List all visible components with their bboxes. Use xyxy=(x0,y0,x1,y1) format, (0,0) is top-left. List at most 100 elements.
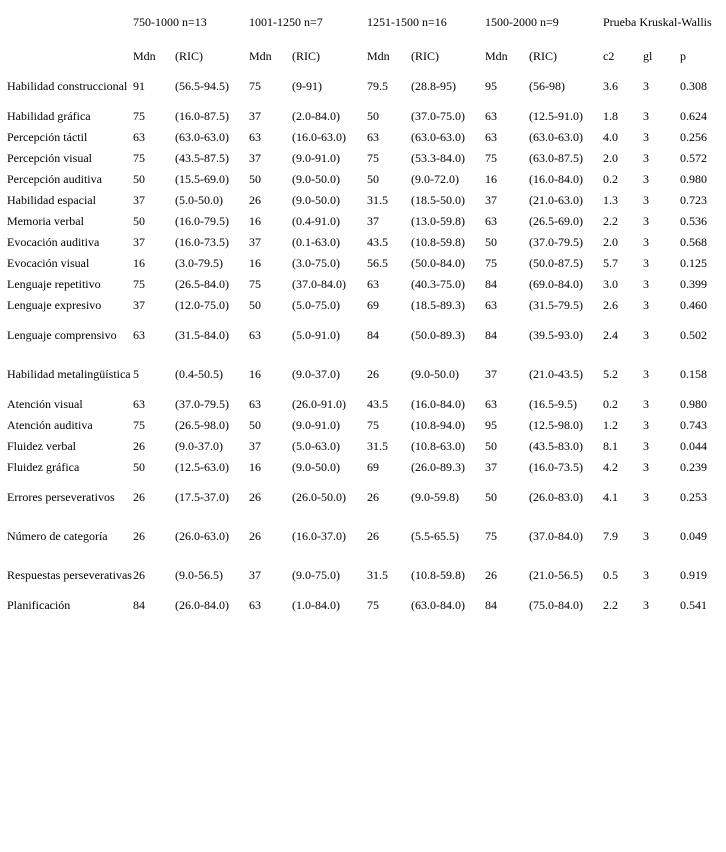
table-cell: (37.0-84.0) xyxy=(292,277,346,291)
table-cell: (37.0-79.5) xyxy=(529,235,583,249)
table-cell: (12.5-98.0) xyxy=(529,418,583,432)
table-cell: (39.5-93.0) xyxy=(529,328,583,342)
table-cell: (10.8-59.8) xyxy=(411,235,465,249)
table-cell: 75 xyxy=(249,79,261,93)
table-cell: (37.0-75.0) xyxy=(411,109,465,123)
column-subheader: p xyxy=(680,48,686,63)
table-cell: (69.0-84.0) xyxy=(529,277,583,291)
table-cell: (9.0-75.0) xyxy=(292,568,340,582)
table-cell: 50 xyxy=(367,109,379,123)
table-row: Atención auditiva 75 (26.5-98.0) 50 (9.0-91.… xyxy=(7,415,725,436)
table-cell: 0.536 xyxy=(680,214,707,228)
table-cell: 43.5 xyxy=(367,235,388,249)
table-cell: (26.5-98.0) xyxy=(175,418,229,432)
table-cell: 0.239 xyxy=(680,460,707,474)
table-cell: 3.0 xyxy=(603,277,618,291)
table-cell: (9-91) xyxy=(292,79,322,93)
table-cell: (5.5-65.5) xyxy=(411,529,459,543)
group-header-row: 750-1000 n=13 1001-1250 n=7 1251-1500 n=… xyxy=(7,0,725,45)
column-subheader: Mdn xyxy=(367,48,390,63)
table-cell: 37 xyxy=(249,568,261,582)
table-cell: 3 xyxy=(643,109,649,123)
table-cell: 5.7 xyxy=(603,256,618,270)
table-cell: 63 xyxy=(485,298,497,312)
table-cell: 75 xyxy=(485,256,497,270)
table-cell: 63 xyxy=(367,277,379,291)
table-cell: 3 xyxy=(643,367,649,381)
corner-cell xyxy=(7,0,133,45)
table-cell: 50 xyxy=(485,490,497,504)
table-cell: 3.6 xyxy=(603,79,618,93)
table-row: Habilidad espacial 37 (5.0-50.0) 26 (9.0-50.… xyxy=(7,190,725,211)
row-label: Errores perseverativos xyxy=(7,490,115,504)
table-cell: 31.5 xyxy=(367,568,388,582)
table-cell: 7.9 xyxy=(603,529,618,543)
row-label: Fluidez gráfica xyxy=(7,460,80,474)
table-cell: 0.460 xyxy=(680,298,707,312)
table-cell: (37.0-79.5) xyxy=(175,397,229,411)
table-cell: 31.5 xyxy=(367,439,388,453)
row-label: Número de categoría xyxy=(7,529,108,543)
table-cell: 3 xyxy=(643,172,649,186)
table-cell: 63 xyxy=(133,130,145,144)
table-cell: 3 xyxy=(643,490,649,504)
table-cell: 63 xyxy=(133,328,145,342)
table-cell: (16.0-63.0) xyxy=(292,130,346,144)
table-cell: (9.0-59.8) xyxy=(411,490,459,504)
row-label: Percepción auditiva xyxy=(7,172,102,186)
table-cell: 75 xyxy=(133,277,145,291)
table-cell: 50 xyxy=(249,418,261,432)
group-header: 1251-1500 n=16 xyxy=(367,15,447,29)
column-subheader: Mdn xyxy=(133,48,156,63)
table-cell: (50.0-87.5) xyxy=(529,256,583,270)
table-cell: 84 xyxy=(485,598,497,612)
table-cell: (28.8-95) xyxy=(411,79,456,93)
table-row: Habilidad construccional 91 (56.5-94.5) 75 (… xyxy=(7,67,725,106)
subheader-row: Mdn (RIC) Mdn (RIC) Mdn (RIC) Mdn (RIC) c2 gl p xyxy=(7,45,725,67)
column-subheader: (RIC) xyxy=(175,48,203,63)
table-row: Habilidad metalingüística 5 (0.4-50.5) 16 (9… xyxy=(7,355,725,394)
table-cell: 95 xyxy=(485,79,497,93)
table-cell: 43.5 xyxy=(367,397,388,411)
table-cell: (2.0-84.0) xyxy=(292,109,340,123)
table-cell: (5.0-63.0) xyxy=(292,439,340,453)
table-cell: (1.0-84.0) xyxy=(292,598,340,612)
table-cell: (9.0-50.0) xyxy=(292,460,340,474)
column-subheader: (RIC) xyxy=(529,48,557,63)
table-cell: 0.502 xyxy=(680,328,707,342)
row-label: Habilidad construccional xyxy=(7,79,128,93)
table-cell: (17.5-37.0) xyxy=(175,490,229,504)
table-cell: (63.0-87.5) xyxy=(529,151,583,165)
table-row: Errores perseverativos 26 (17.5-37.0) 26 (26… xyxy=(7,478,725,517)
table-cell: 50 xyxy=(249,172,261,186)
table-cell: 26 xyxy=(249,529,261,543)
row-label: Memoria verbal xyxy=(7,214,84,228)
table-cell: (16.0-79.5) xyxy=(175,214,229,228)
table-cell: 69 xyxy=(367,460,379,474)
table-cell: 63 xyxy=(485,130,497,144)
table-cell: (63.0-63.0) xyxy=(529,130,583,144)
table-cell: 37 xyxy=(367,214,379,228)
table-cell: (3.0-75.0) xyxy=(292,256,340,270)
table-cell: 84 xyxy=(133,598,145,612)
table-cell: (3.0-79.5) xyxy=(175,256,223,270)
table-cell: 0.5 xyxy=(603,568,618,582)
table-cell: (9.0-72.0) xyxy=(411,172,459,186)
table-row: Número de categoría 26 (26.0-63.0) 26 (16.0-… xyxy=(7,517,725,556)
row-label: Percepción táctil xyxy=(7,130,88,144)
table-cell: 3 xyxy=(643,193,649,207)
row-label: Respuestas perseverativas xyxy=(7,568,132,582)
table-cell: 3 xyxy=(643,130,649,144)
corner-cell xyxy=(7,45,133,67)
table-cell: 50 xyxy=(485,439,497,453)
table-cell: 26 xyxy=(133,568,145,582)
table-cell: 0.980 xyxy=(680,397,707,411)
table-cell: 0.723 xyxy=(680,193,707,207)
table-cell: (10.8-63.0) xyxy=(411,439,465,453)
table-cell: 4.0 xyxy=(603,130,618,144)
table-cell: (0.4-50.5) xyxy=(175,367,223,381)
table-cell: (63.0-63.0) xyxy=(175,130,229,144)
table-cell: 16 xyxy=(133,256,145,270)
table-cell: (9.0-91.0) xyxy=(292,151,340,165)
table-cell: (16.0-73.5) xyxy=(175,235,229,249)
